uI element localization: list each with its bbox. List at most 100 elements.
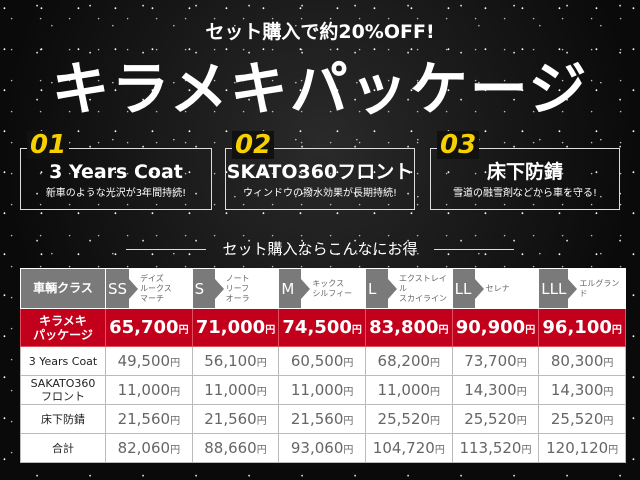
price-cell: 21,560円	[278, 404, 366, 434]
feature-title: 床下防錆	[486, 161, 563, 183]
yen-unit: 円	[516, 358, 527, 369]
price-value: 74,500	[282, 317, 352, 338]
class-header: SS デイズ ルークス マーチ	[105, 268, 193, 309]
price-value: 82,060	[117, 439, 171, 457]
price-cell: 21,560円	[191, 404, 280, 434]
price-cell: 25,520円	[538, 404, 626, 434]
table-row: キラメキ パッケージ 65,700円 71,000円 74,500円 83,800円 90…	[20, 308, 626, 347]
price-cell: 82,060円	[105, 433, 193, 463]
price-cell: 80,300円	[538, 346, 626, 376]
yen-unit: 円	[178, 325, 189, 336]
table-row: 3 Years Coat 49,500円 56,100円 60,500円 68,200円…	[20, 346, 626, 376]
price-cell: 88,660円	[191, 433, 280, 463]
price-value: 73,700	[464, 352, 517, 370]
price-value: 11,000	[204, 381, 257, 399]
class-models: エルグランド	[579, 278, 620, 298]
class-code: LL	[453, 269, 484, 308]
yen-unit: 円	[430, 358, 441, 369]
class-code: LLL	[539, 269, 578, 308]
yen-unit: 円	[608, 445, 619, 456]
row-label: 3 Years Coat	[20, 346, 106, 376]
price-cell: 25,520円	[364, 404, 453, 434]
price-value: 80,300	[550, 352, 604, 370]
feature-title: 3 Years Coat	[49, 161, 183, 183]
row-label: 床下防錆	[20, 404, 106, 434]
yen-unit: 円	[170, 416, 181, 427]
price-cell: 11,000円	[105, 375, 193, 405]
yen-unit: 円	[525, 325, 536, 336]
yen-unit: 円	[603, 358, 614, 369]
yen-unit: 円	[516, 387, 527, 398]
price-value: 11,000	[117, 381, 171, 399]
price-value: 71,000	[195, 317, 266, 338]
yen-unit: 円	[256, 387, 267, 398]
price-value: 11,000	[377, 381, 431, 399]
price-value: 21,560	[290, 410, 344, 428]
yen-unit: 円	[170, 445, 181, 456]
price-cell: 83,800円	[364, 308, 453, 347]
price-cell: 73,700円	[451, 346, 540, 376]
price-value: 113,520	[459, 439, 522, 457]
class-header: M キックス シルフィー	[278, 268, 366, 309]
discount-subtitle: セット購入で約20%OFF!	[205, 21, 435, 43]
yen-unit: 円	[603, 416, 614, 427]
price-cell: 25,520円	[451, 404, 540, 434]
class-header: S ノート リーフ オーラ	[191, 268, 280, 309]
price-cell: 68,200円	[364, 346, 453, 376]
price-cell: 11,000円	[191, 375, 280, 405]
price-cell: 60,500円	[278, 346, 366, 376]
header-label: 車輌クラス	[20, 268, 106, 309]
class-code: SS	[106, 269, 139, 308]
row-label: 合計	[20, 433, 106, 463]
yen-unit: 円	[343, 387, 354, 398]
table-row: 床下防錆 21,560円 21,560円 21,560円 25,520円 25,520円 2…	[20, 404, 626, 434]
table-row: 合計 82,060円 88,660円 93,060円 104,720円 113,520円 1…	[20, 433, 626, 463]
yen-unit: 円	[603, 387, 614, 398]
price-value: 90,900	[455, 317, 526, 338]
feature-desc: 雪道の融雪剤などから車を守る!	[452, 188, 597, 199]
price-cell: 14,300円	[451, 375, 540, 405]
yen-unit: 円	[430, 387, 441, 398]
price-cell: 11,000円	[364, 375, 453, 405]
class-models: デイズ ルークス マーチ	[140, 273, 172, 303]
feature-title: SKATO360フロント	[226, 161, 414, 183]
price-cell: 11,000円	[278, 375, 366, 405]
price-value: 68,200	[377, 352, 431, 370]
feature-card-3: 03 床下防錆 雪道の融雪剤などから車を守る!	[430, 131, 620, 210]
feature-number: 03	[437, 131, 480, 159]
class-code: M	[279, 269, 311, 308]
yen-unit: 円	[170, 358, 181, 369]
price-cell: 21,560円	[105, 404, 193, 434]
price-value: 21,560	[117, 410, 171, 428]
class-models: エクストレイル スカイライン	[398, 273, 447, 303]
section-title: セット購入ならこんなにお得	[0, 240, 640, 258]
table-row: SAKATO360 フロント 11,000円 11,000円 11,000円 11,00…	[20, 375, 626, 405]
price-value: 14,300	[464, 381, 517, 399]
yen-unit: 円	[256, 416, 267, 427]
feature-card-2: 02 SKATO360フロント ウィンドウの撥水効果が長期持続!	[225, 131, 415, 210]
yen-unit: 円	[430, 416, 441, 427]
price-cell: 90,900円	[451, 308, 540, 347]
price-value: 56,100	[204, 352, 257, 370]
price-value: 88,660	[204, 439, 257, 457]
price-value: 83,800	[369, 317, 439, 338]
price-value: 120,120	[546, 439, 609, 457]
feature-number: 02	[232, 131, 275, 159]
yen-unit: 円	[170, 387, 181, 398]
yen-unit: 円	[434, 445, 445, 456]
yen-unit: 円	[351, 325, 362, 336]
price-cell: 93,060円	[278, 433, 366, 463]
class-header: LLL エルグランド	[538, 268, 626, 309]
price-value: 104,720	[372, 439, 435, 457]
price-value: 11,000	[290, 381, 344, 399]
class-header: L エクストレイル スカイライン	[364, 268, 453, 309]
price-cell: 104,720円	[364, 433, 453, 463]
class-models: キックス シルフィー	[312, 278, 353, 298]
feature-desc: 新車のような光沢が3年間持続!	[45, 188, 187, 199]
price-value: 65,700	[109, 317, 179, 338]
price-value: 25,520	[377, 410, 431, 428]
yen-unit: 円	[611, 325, 622, 336]
price-cell: 113,520円	[451, 433, 540, 463]
yen-unit: 円	[343, 416, 354, 427]
price-cell: 49,500円	[105, 346, 193, 376]
